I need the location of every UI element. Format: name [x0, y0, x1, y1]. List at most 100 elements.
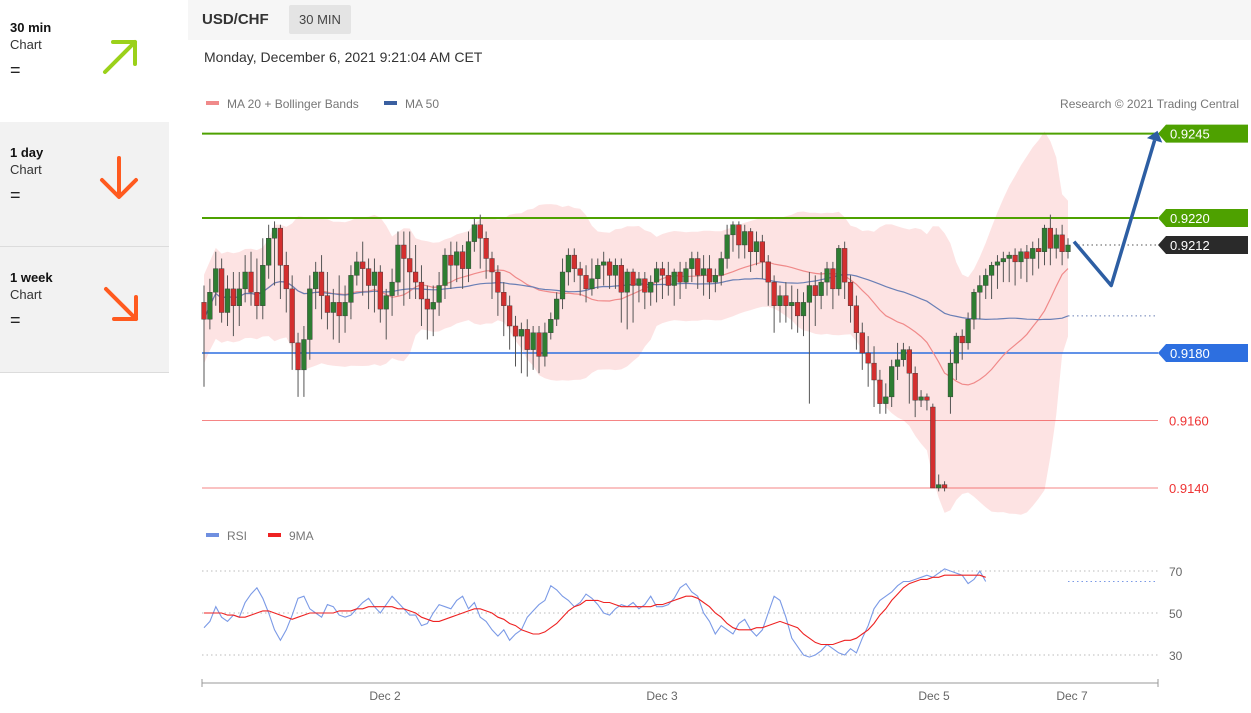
candle	[495, 265, 501, 316]
candle	[501, 282, 507, 337]
candle	[771, 275, 777, 333]
candle	[824, 261, 830, 296]
candle	[401, 231, 407, 306]
candle	[336, 275, 342, 343]
candle	[830, 261, 836, 310]
candle	[242, 255, 248, 303]
candle	[812, 275, 818, 326]
candle	[471, 218, 477, 252]
candle	[883, 383, 889, 414]
candle	[595, 258, 601, 289]
candle	[236, 272, 242, 326]
chart-legend: MA 20 + Bollinger Bands MA 50 Research © 2…	[206, 97, 1239, 111]
candle	[889, 359, 895, 407]
candle	[994, 255, 1001, 289]
timeframe-badge[interactable]: 30 MIN	[289, 5, 351, 34]
moving-averages	[203, 261, 1158, 386]
arrow-down-right-icon	[104, 287, 138, 321]
candle	[313, 261, 319, 310]
candle	[301, 326, 307, 397]
candle	[554, 292, 560, 326]
candle	[442, 248, 448, 299]
candle	[224, 275, 231, 326]
candle	[748, 228, 754, 272]
level-badge: 0.9180	[1158, 344, 1248, 362]
candle	[1059, 224, 1065, 266]
candle	[542, 322, 548, 367]
candle	[460, 245, 466, 289]
candle	[930, 403, 936, 489]
candle	[736, 221, 742, 259]
candle	[959, 329, 965, 360]
candle	[213, 251, 219, 306]
candle	[248, 251, 254, 306]
candle	[548, 312, 554, 340]
candle	[436, 272, 442, 316]
candle	[971, 288, 977, 330]
candle	[324, 272, 331, 330]
candle	[953, 332, 959, 380]
candle	[424, 285, 430, 340]
copyright-text: Research © 2021 Trading Central	[1060, 97, 1239, 111]
candle	[853, 295, 860, 350]
candle	[765, 255, 771, 306]
candle	[859, 322, 865, 370]
candle	[412, 245, 419, 299]
candle	[348, 265, 354, 320]
candle	[571, 248, 577, 283]
level-label: 0.9245	[1170, 127, 1210, 142]
candle	[648, 275, 654, 306]
candle	[806, 272, 812, 404]
rsi-line	[203, 568, 987, 658]
price-chart: 0.9245 0.9220 0.9212 0.9180 0.9160 0.9140 MA …	[201, 97, 1248, 703]
price-levels: 0.9245 0.9220 0.9212 0.9180 0.9160 0.9140	[202, 124, 1248, 496]
timeframe-period: 30 min	[10, 20, 52, 35]
candle	[677, 261, 683, 299]
timeframe-30min[interactable]: 30 min Chart =	[0, 0, 169, 125]
candle	[407, 231, 413, 299]
candle	[659, 261, 666, 299]
bollinger-band	[204, 131, 1068, 515]
level-label: 0.9180	[1170, 346, 1210, 361]
rsi-tick-label: 30	[1169, 649, 1183, 663]
timeframe-1day[interactable]: 1 day Chart =	[0, 122, 169, 247]
candle	[906, 346, 912, 404]
candle	[465, 231, 472, 283]
level-badge: 0.9245	[1158, 124, 1248, 143]
candle	[524, 319, 530, 377]
candle	[612, 258, 619, 289]
candle	[230, 272, 236, 337]
candle	[254, 258, 260, 320]
candle	[924, 393, 930, 411]
timeframe-status: =	[10, 60, 21, 80]
rsi-legend-label: 9MA	[289, 529, 314, 543]
candle	[354, 251, 360, 286]
candle	[983, 268, 989, 299]
candle	[559, 258, 566, 310]
level-badge: 0.9220	[1158, 209, 1248, 227]
candle	[371, 258, 378, 313]
candle	[871, 346, 877, 407]
rsi-legend-swatch	[206, 533, 219, 537]
candle	[389, 268, 395, 316]
timeframe-1week[interactable]: 1 week Chart =	[0, 247, 169, 372]
candle	[1053, 228, 1059, 259]
level-label: 0.9212	[1170, 238, 1210, 253]
candle	[1030, 241, 1036, 276]
forecast-arrowhead	[1146, 130, 1163, 143]
candle	[865, 336, 871, 387]
candle	[307, 275, 313, 360]
candle	[283, 251, 289, 313]
candle	[454, 241, 460, 283]
candle	[601, 251, 607, 286]
candle	[1036, 238, 1042, 269]
timeframe-status: =	[10, 310, 21, 330]
ma20-line	[203, 261, 1069, 386]
candle	[201, 285, 207, 387]
candle	[900, 342, 907, 367]
candle	[207, 278, 213, 330]
candle	[877, 369, 883, 414]
candle	[800, 292, 807, 337]
candle	[700, 255, 707, 296]
level-label: 0.9160	[1169, 414, 1209, 429]
